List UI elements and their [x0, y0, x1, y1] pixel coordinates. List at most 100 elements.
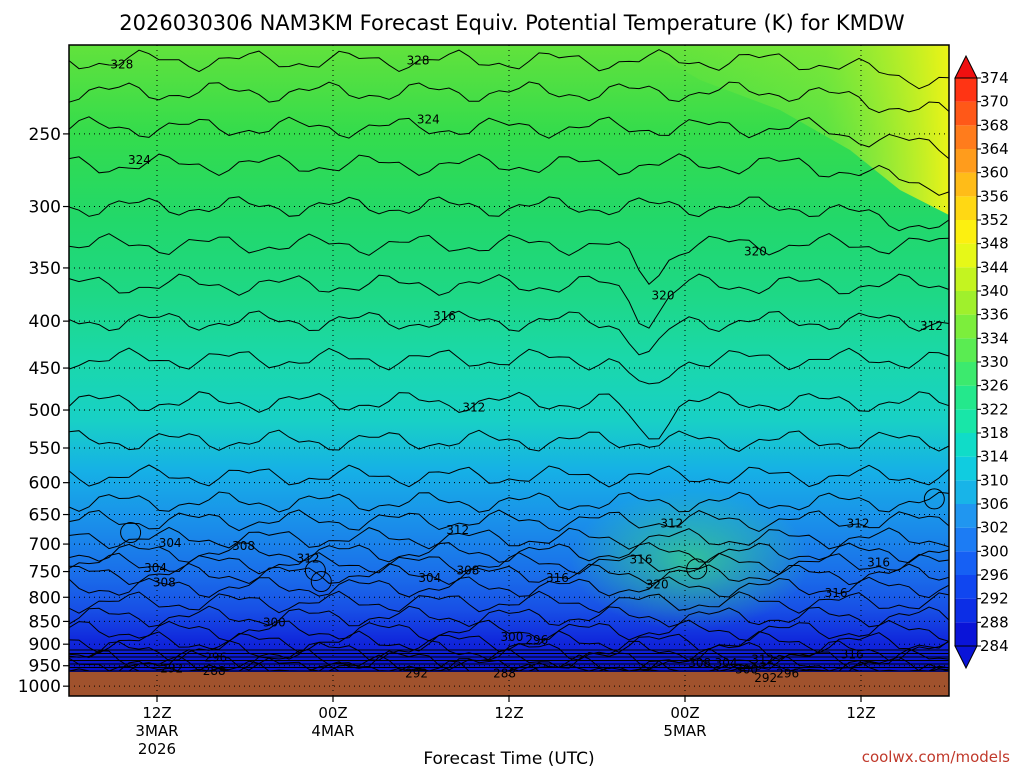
colorbar-label: 326: [980, 377, 1009, 395]
contour-line: [68, 619, 950, 642]
colorbar-swatch: [955, 149, 977, 173]
y-tick-label: 800: [29, 588, 61, 608]
contour-label: 292: [405, 667, 428, 681]
contour-line: [68, 509, 950, 533]
y-tick-label: 250: [29, 125, 61, 145]
contour-label: 316: [867, 555, 890, 569]
colorbar-label: 352: [980, 211, 1009, 229]
y-tick-label: 900: [29, 635, 61, 655]
colorbar-label: 344: [980, 258, 1009, 276]
x-tick-label: 5MAR: [663, 722, 706, 740]
contour-label: 316: [841, 648, 864, 662]
colorbar-swatch: [955, 196, 977, 220]
colorbar-label: 310: [980, 471, 1009, 489]
colorbar-label: 364: [980, 140, 1009, 158]
colorbar-label: 322: [980, 400, 1009, 418]
colorbar-swatch: [955, 480, 977, 504]
colorbar-swatch: [955, 101, 977, 126]
contour-cell: [686, 558, 708, 580]
contour-label: 316: [433, 309, 456, 323]
contour-line: [68, 391, 950, 440]
y-tick-label: 500: [29, 401, 61, 421]
y-tick-label: 650: [29, 506, 61, 526]
contour-line: [68, 464, 950, 488]
colorbar-swatch: [955, 385, 977, 410]
colorbar-swatch: [955, 504, 977, 528]
y-tick-label: 750: [29, 563, 61, 583]
contour-label: 320: [744, 245, 767, 259]
colorbar-swatch: [955, 125, 977, 149]
contour-label: 300: [263, 615, 286, 629]
contour-cell: [304, 559, 326, 581]
colorbar-label: 314: [980, 448, 1009, 466]
contour-label: 288: [493, 667, 516, 681]
contour-label: 308: [688, 656, 711, 670]
x-axis-label: Forecast Time (UTC): [423, 749, 594, 768]
contour-label: 312: [920, 319, 943, 333]
colorbar-label: 330: [980, 353, 1009, 371]
colorbar-label: 336: [980, 306, 1009, 324]
colorbar-swatch: [955, 527, 977, 552]
contour-line: [68, 49, 950, 90]
source-credit: coolwx.com/models: [862, 748, 1010, 766]
colorbar: 284 288 292 296 300 302 306 310 314 318 322 326 330 3…: [954, 54, 1009, 670]
colorbar-label: 370: [980, 93, 1009, 111]
colorbar-swatch: [955, 291, 977, 315]
contour-line: [68, 116, 950, 160]
contour-line: [68, 429, 950, 452]
y-tick-label: 400: [29, 312, 61, 332]
contour-line: [68, 542, 950, 564]
contour-label: 316: [630, 553, 653, 567]
contour-line: [68, 273, 950, 329]
contour-cell: [923, 488, 945, 510]
contour-label: 328: [407, 54, 430, 68]
colorbar-swatch: [955, 78, 977, 102]
contour-label: 312: [297, 552, 320, 566]
colorbar-label: 334: [980, 329, 1009, 347]
theta-e-field: [69, 45, 949, 672]
contour-label: 300: [500, 630, 523, 644]
contour-line: [68, 605, 950, 628]
colorbar-swatch: [955, 220, 977, 244]
contour-line: [68, 590, 950, 614]
contour-label: 304: [715, 656, 738, 670]
contour-label: 296: [204, 650, 227, 664]
contour-line: [68, 576, 950, 599]
colorbar-swatch: [955, 314, 977, 339]
y-tick-label: 700: [29, 535, 61, 555]
colorbar-swatch: [955, 267, 977, 291]
y-tick-label: 600: [29, 474, 61, 494]
chart-title: 2026030306 NAM3KM Forecast Equiv. Potent…: [119, 11, 905, 35]
x-tick-label: 4MAR: [311, 722, 354, 740]
contour-label: 320: [646, 578, 669, 592]
colorbar-swatch: [955, 362, 977, 386]
y-axis-pressure: 250 300 350 400 450 500 550 600 650 700 750 800 850 9…: [18, 125, 69, 697]
contour-label: 324: [128, 153, 151, 167]
colorbar-label: 302: [980, 519, 1009, 537]
contour-line: [68, 196, 950, 232]
contour-label: 304: [144, 561, 167, 575]
colorbar-label: 306: [980, 495, 1009, 513]
contour-label: 316: [825, 586, 848, 600]
contour-cell: [310, 571, 332, 593]
contour-label: 304: [159, 536, 182, 550]
contour-label: 312: [847, 517, 870, 531]
colorbar-label: 368: [980, 116, 1009, 134]
contour-label: 312: [660, 517, 683, 531]
x-tick-label: 12Z: [494, 704, 523, 722]
contour-label: 312: [751, 652, 774, 666]
colorbar-label: 292: [980, 590, 1009, 608]
contour-line: [68, 526, 950, 550]
y-tick-label: 550: [29, 439, 61, 459]
colorbar-swatch: [955, 409, 977, 433]
x-tick-label: 12Z: [846, 704, 875, 722]
contour-line: [68, 491, 950, 513]
colorbar-label: 340: [980, 282, 1009, 300]
y-tick-label: 300: [29, 198, 61, 218]
colorbar-swatch: [955, 243, 977, 268]
contour-label: 308: [456, 563, 479, 577]
grid-lines: [69, 45, 949, 696]
